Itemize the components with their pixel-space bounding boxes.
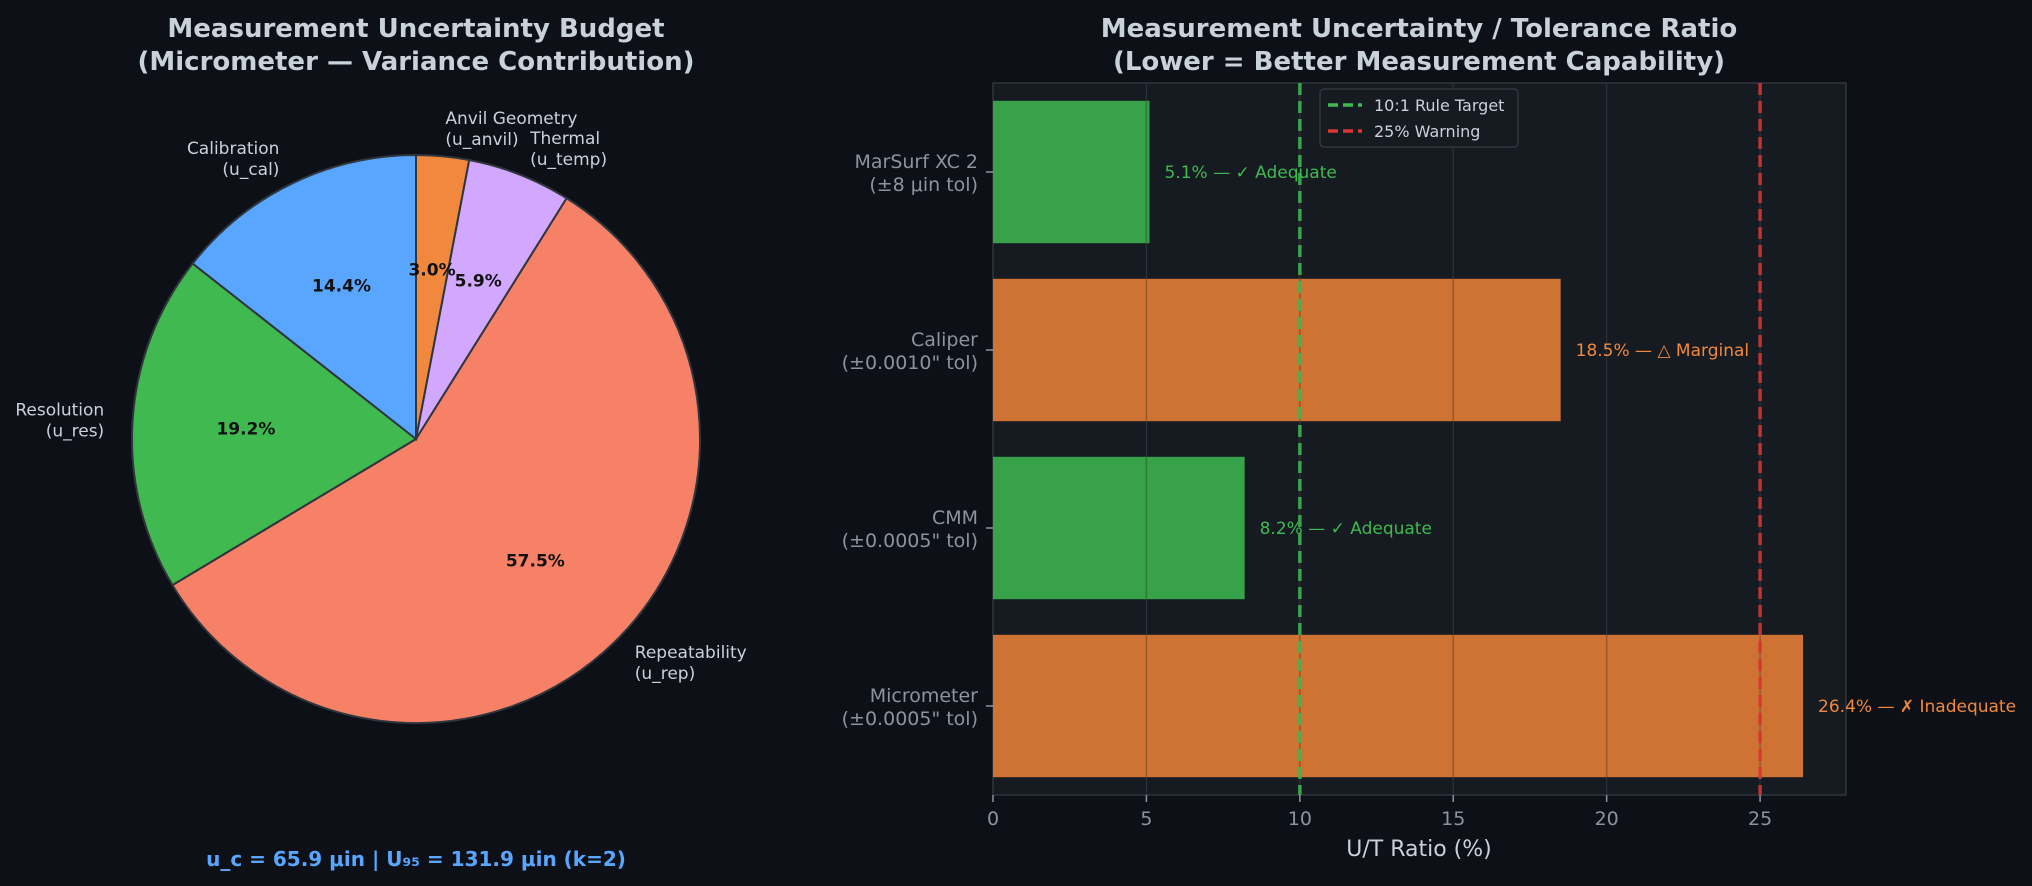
uncertainty-summary-footer: u_c = 65.9 μin | U₉₅ = 131.9 μin (k=2) <box>206 847 626 871</box>
bar-legend: 10:1 Rule Target 25% Warning <box>1319 88 1519 148</box>
bar-x-ticks: 0 5 10 15 20 25 <box>987 795 1772 830</box>
pie-slice <box>171 196 701 724</box>
bar <box>993 278 1561 422</box>
pie-title-line2: (Micrometer — Variance Contribution) <box>138 47 695 77</box>
pie-slice <box>191 153 417 442</box>
x-tick-label: 0 <box>987 808 999 830</box>
bar <box>993 634 1804 778</box>
pie-chart: Measurement Uncertainty Budget (Micromet… <box>15 14 746 871</box>
bar-annotation: 18.5% — △ Marginal <box>1576 341 1750 361</box>
pie-percent-label: 14.4% <box>312 277 371 297</box>
pie-outer-labels: Anvil Geometry (u_anvil) Thermal (u_temp) Re… <box>15 109 746 684</box>
x-tick-label: 5 <box>1140 808 1152 830</box>
bar <box>993 100 1150 244</box>
legend-label-warning: 25% Warning <box>1374 122 1480 141</box>
bar-category-labels: MarSurf XC 2 (±8 μin tol) Caliper (±0.0010"… <box>842 151 993 730</box>
reference-lines <box>1298 83 1762 795</box>
legend-label-target: 10:1 Rule Target <box>1374 96 1504 115</box>
legend-box <box>1319 88 1519 148</box>
x-tick-label: 15 <box>1441 808 1465 830</box>
x-tick-label: 25 <box>1748 808 1772 830</box>
pie-slice-label: Repeatability (u_rep) <box>635 643 747 684</box>
x-tick-label: 20 <box>1595 808 1619 830</box>
pie-percent-label: 57.5% <box>506 552 565 572</box>
pie-slice-label: Resolution (u_res) <box>15 400 104 441</box>
pie-slice-label: Calibration (u_cal) <box>187 139 280 180</box>
bar-chart: Measurement Uncertainty / Tolerance Rati… <box>842 14 2016 862</box>
x-tick-label: 10 <box>1288 808 1312 830</box>
bar-annotations: 5.1% — ✓ Adequate 18.5% — △ Marginal 8.2% … <box>1164 163 2016 717</box>
bar-annotation: 5.1% — ✓ Adequate <box>1164 163 1336 183</box>
pie-percent-label: 19.2% <box>216 419 275 439</box>
pie-slice <box>131 262 418 587</box>
pie-slices <box>131 153 701 724</box>
pie-title-line1: Measurement Uncertainty Budget <box>167 14 664 44</box>
y-tick-label: MarSurf XC 2 (±8 μin tol) <box>854 151 978 196</box>
bar-title-line2: (Lower = Better Measurement Capability) <box>1113 47 1725 77</box>
bar-title-line1: Measurement Uncertainty / Tolerance Rati… <box>1101 14 1738 44</box>
bar-series <box>993 100 1804 778</box>
y-tick-label: Caliper (±0.0010" tol) <box>842 329 979 374</box>
pie-percent-labels: 3.0%5.9% 57.5% 19.2% 14.4% <box>216 260 564 571</box>
bar-annotation: 8.2% — ✓ Adequate <box>1260 519 1432 539</box>
y-tick-label: Micrometer (±0.0005" tol) <box>842 685 979 730</box>
pie-percent-label: 3.0% <box>408 260 455 280</box>
pie-slice-label: Thermal (u_temp) <box>529 129 607 170</box>
bar-annotation: 26.4% — ✗ Inadequate <box>1818 697 2016 717</box>
y-tick-label: CMM (±0.0005" tol) <box>842 507 978 552</box>
pie-percent-label: 5.9% <box>455 271 502 291</box>
bar <box>993 456 1245 600</box>
pie-slice-label: Anvil Geometry (u_anvil) <box>445 109 577 150</box>
bar-x-axis-label: U/T Ratio (%) <box>1346 837 1492 862</box>
